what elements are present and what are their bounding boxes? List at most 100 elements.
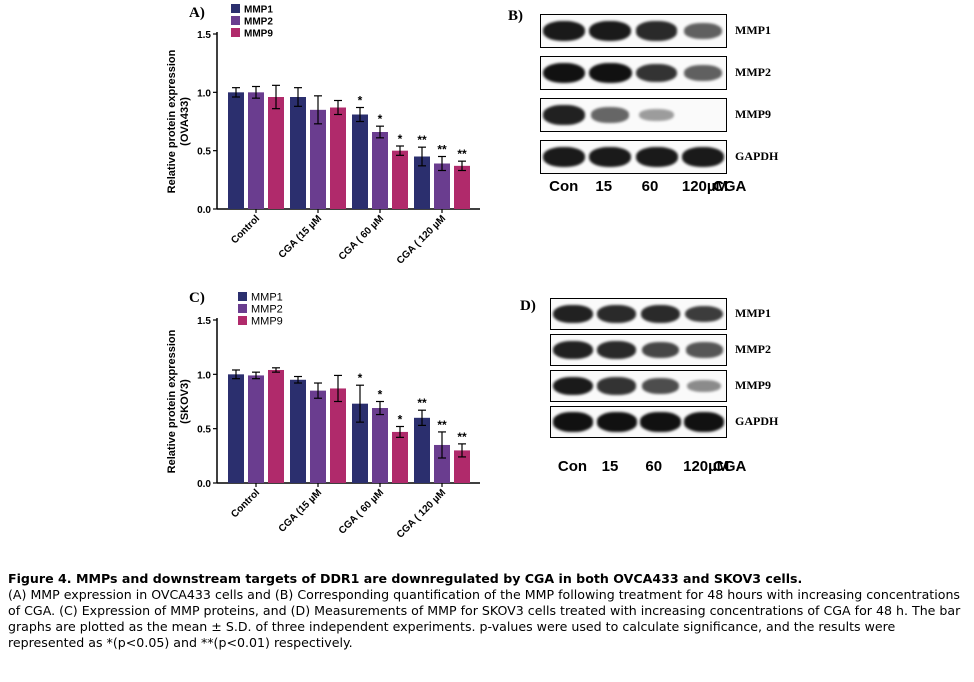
x-tick-label: Control <box>229 487 262 520</box>
lane-label: Con <box>557 458 588 475</box>
legend-swatch-mmp2 <box>231 16 240 25</box>
blot-band <box>640 305 680 323</box>
y-axis-label-line1: Relative protein expression <box>166 329 178 473</box>
bar-mmp2 <box>310 390 326 483</box>
blot-band <box>543 105 585 125</box>
bar-mmp2 <box>310 109 326 209</box>
significance-mark: * <box>358 94 363 108</box>
y-tick-label: 0.5 <box>197 147 211 158</box>
bar-mmp9 <box>392 150 408 209</box>
x-tick-label: CGA (15 µM <box>277 213 324 260</box>
y-tick-label: 1.0 <box>197 370 211 381</box>
caption-title: Figure 4. MMPs and downstream targets of… <box>8 571 803 586</box>
blot-label-mmp1: MMP1 <box>735 306 771 320</box>
blot-band <box>597 341 637 359</box>
bar-mmp9 <box>454 450 470 483</box>
treatment-label: CGA <box>713 178 747 195</box>
panel-letter-a: A) <box>189 5 205 21</box>
blot-band <box>553 340 593 360</box>
bar-mmp9 <box>268 97 284 209</box>
bar-mmp1 <box>352 403 368 483</box>
blot-row-mmp1 <box>550 298 727 330</box>
blot-band <box>685 305 724 323</box>
blot-row-mmp2 <box>550 334 727 366</box>
legend-label-mmp9: MMP9 <box>244 29 273 40</box>
bar-mmp1 <box>290 379 306 483</box>
blot-band <box>639 109 675 121</box>
bar-mmp1 <box>228 92 244 209</box>
lane-label: 120µM <box>681 178 729 195</box>
significance-mark: * <box>398 412 403 426</box>
bar-mmp9 <box>330 107 346 209</box>
significance-mark: * <box>398 132 403 146</box>
bar-chart-ovca433: Relative protein expression(OVA433) 0.0 0.… <box>166 4 480 267</box>
panel-letter-c: C) <box>189 290 205 306</box>
bar-mmp2 <box>434 444 450 483</box>
legend-label-mmp1: MMP1 <box>251 292 283 304</box>
blot-band <box>636 63 677 83</box>
y-tick-label: 0.0 <box>197 205 211 216</box>
y-tick-label: 0.5 <box>197 425 211 436</box>
blot-row-gapdh <box>540 140 727 174</box>
x-tick-label: CGA ( 120 µM <box>395 487 448 540</box>
significance-mark: ** <box>457 147 467 161</box>
legend-swatch-mmp9 <box>238 316 247 325</box>
blot-band <box>597 305 637 323</box>
legend-label-mmp2: MMP2 <box>251 304 283 316</box>
bar-chart-skov3: Relative protein expression(SKOV3) 0.0 0.5… <box>166 292 480 541</box>
bar-mmp1 <box>414 417 430 483</box>
blot-label-mmp9: MMP9 <box>735 107 771 121</box>
significance-mark: * <box>378 388 383 402</box>
bar-mmp9 <box>268 369 284 483</box>
blot-band <box>683 65 723 81</box>
blot-band <box>589 20 632 42</box>
blot-band <box>635 146 678 168</box>
blot-row-mmp1 <box>540 14 727 48</box>
bar-mmp9 <box>330 388 346 483</box>
x-tick-label: Control <box>229 213 262 246</box>
x-tick-label: CGA ( 60 µM <box>337 213 386 262</box>
blot-band <box>681 146 724 168</box>
western-blot-skov3: MMP1 MMP2 MMP9 GAPDH Con 15 60 120µM CGA <box>550 298 810 488</box>
significance-mark: ** <box>417 396 427 410</box>
blot-band <box>636 21 678 41</box>
legend-label-mmp9: MMP9 <box>251 316 283 328</box>
figure-caption: Figure 4. MMPs and downstream targets of… <box>8 571 966 651</box>
blot-band <box>553 304 593 324</box>
blot-band <box>597 377 636 395</box>
x-tick-label: CGA (15 µM <box>277 487 324 534</box>
blot-band <box>641 378 679 394</box>
lane-label: Con <box>549 178 579 195</box>
blot-label-mmp9: MMP9 <box>735 378 771 392</box>
y-axis-label: Relative protein expression(OVA433) <box>166 49 191 193</box>
y-axis-label: Relative protein expression(SKOV3) <box>166 329 191 473</box>
blot-row-mmp9 <box>540 98 727 132</box>
blot-label-gapdh: GAPDH <box>735 149 779 163</box>
blot-band <box>591 107 630 123</box>
significance-mark: ** <box>437 418 447 432</box>
legend-swatch-mmp9 <box>231 28 240 37</box>
treatment-label: CGA <box>713 458 747 475</box>
blot-band <box>543 146 586 168</box>
blot-row-mmp2 <box>540 56 727 90</box>
significance-mark: ** <box>457 430 467 444</box>
blot-band <box>543 20 586 42</box>
legend-label-mmp1: MMP1 <box>244 5 273 16</box>
y-tick-label: 0.0 <box>197 479 211 490</box>
bar-mmp2 <box>248 375 264 483</box>
panel-letter-b: B) <box>508 8 523 24</box>
x-tick-label: CGA ( 120 µM <box>395 213 448 266</box>
lane-label: 120µM <box>683 458 730 475</box>
y-tick-label: 1.5 <box>197 30 211 41</box>
lane-label: 15 <box>601 458 619 475</box>
blot-label-gapdh: GAPDH <box>735 414 779 428</box>
bar-mmp2 <box>372 408 388 483</box>
blot-band <box>685 342 723 358</box>
blot-label-mmp2: MMP2 <box>735 342 771 356</box>
blot-band <box>589 146 632 168</box>
bar-mmp1 <box>414 156 430 209</box>
blot-label-mmp1: MMP1 <box>735 23 771 37</box>
caption-body: (A) MMP expression in OVCA433 cells and … <box>8 587 961 650</box>
legend-swatch-mmp1 <box>238 292 247 301</box>
blot-band <box>640 412 681 432</box>
